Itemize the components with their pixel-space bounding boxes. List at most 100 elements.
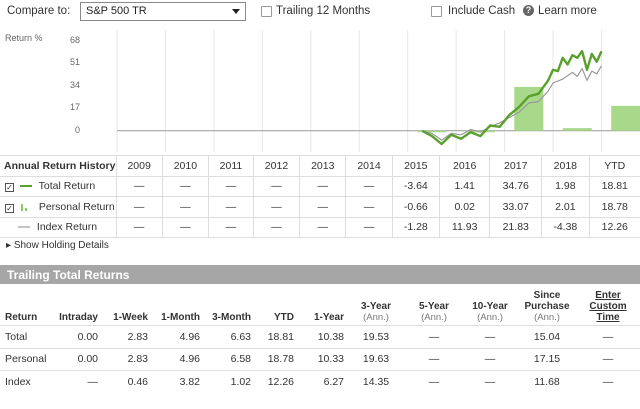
ttr-col-header: YTD <box>274 312 294 323</box>
chevron-down-icon <box>232 9 240 14</box>
arh-cell: — <box>208 216 254 238</box>
question-icon[interactable]: ? <box>523 5 534 16</box>
ttr-cell: 2.83 <box>100 325 150 348</box>
ttr-col-header-sub: (Ann.) <box>477 312 503 323</box>
ttr-cell: 0.00 <box>54 347 100 371</box>
arh-year: 2011 <box>208 155 254 176</box>
toolbar: Compare to: S&P 500 TR Trailing 12 Month… <box>0 0 640 24</box>
enter-custom-time-link[interactable]: Enter Custom Time <box>589 290 627 323</box>
y-tick-label: 34 <box>69 79 80 90</box>
trailing-total-returns-table: Return Intraday 1-Week 1-Month 3-Month Y… <box>0 290 640 393</box>
arh-cell: 21.83 <box>489 216 543 238</box>
arh-year: 2010 <box>162 155 210 176</box>
arh-cell: — <box>116 196 163 217</box>
ttr-col-header: Since Purchase (Ann.) <box>518 290 576 326</box>
arh-year: 2014 <box>345 155 393 176</box>
ttr-col-header: 1-Week <box>113 312 148 323</box>
trailing-12-months-checkbox[interactable] <box>261 6 272 17</box>
ttr-col-header: Intraday <box>59 312 98 323</box>
arh-cell: — <box>253 196 301 217</box>
arh-cell: 1.98 <box>541 175 590 197</box>
ttr-cell: 11.68 <box>518 370 576 393</box>
ttr-cell: 17.15 <box>518 347 576 371</box>
personal-return-bar <box>562 128 592 131</box>
show-holding-details-label: Show Holding Details <box>13 240 109 251</box>
ttr-row-personal: Personal 0.00 2.83 4.96 6.58 18.78 10.33… <box>0 347 640 371</box>
compare-select-value: S&P 500 TR <box>86 5 147 17</box>
ttr-col-header: 1-Year <box>313 312 344 323</box>
ttr-cell: 0.00 <box>54 325 100 348</box>
personal-return-bar <box>611 105 640 131</box>
arh-cell: — <box>162 175 210 197</box>
arh-row-label: ✓ Total Return <box>0 175 117 197</box>
annual-return-history-table: Annual Return History 2009 2010 2011 201… <box>0 155 640 238</box>
triangle-right-icon: ▸ <box>6 240 12 251</box>
arh-year: 2016 <box>439 155 491 176</box>
ttr-cell: — <box>576 347 640 371</box>
y-tick-label: 0 <box>74 124 80 135</box>
arh-year: 2012 <box>253 155 301 176</box>
y-tick-label: 51 <box>69 57 80 68</box>
ttr-row-label: Index <box>0 370 54 393</box>
ttr-cell: — <box>576 370 640 393</box>
trailing-total-returns-header: Trailing Total Returns <box>0 265 640 284</box>
show-holding-details-toggle[interactable]: ▸ Show Holding Details <box>6 240 109 251</box>
ttr-col-header-sub: (Ann.) <box>421 312 447 323</box>
ttr-row-label: Total <box>0 325 54 348</box>
trailing-12-months-label: Trailing 12 Months <box>276 5 371 17</box>
ttr-cell: 2.83 <box>100 347 150 371</box>
ttr-cell: — <box>406 347 462 371</box>
arh-cell: — <box>299 216 347 238</box>
total-return-checkbox[interactable]: ✓ <box>5 183 14 193</box>
include-cash-checkbox[interactable] <box>431 6 442 17</box>
ttr-col-header: Return <box>5 312 38 323</box>
y-axis-label: Return % <box>5 33 43 43</box>
ttr-cell: — <box>406 370 462 393</box>
arh-year: YTD <box>589 155 640 176</box>
arh-year: 2009 <box>116 155 163 176</box>
ttr-col-header-sub: (Ann.) <box>534 312 560 323</box>
arh-year: 2013 <box>299 155 347 176</box>
personal-return-label: Personal Return <box>38 200 115 213</box>
ttr-row-label: Personal <box>0 347 54 371</box>
ttr-cell: 6.27 <box>296 370 346 393</box>
ttr-cell: 4.96 <box>150 347 202 371</box>
ttr-row-total: Total 0.00 2.83 4.96 6.63 18.81 10.38 19… <box>0 325 640 348</box>
arh-cell: 0.02 <box>439 196 491 217</box>
arh-cell: — <box>299 196 347 217</box>
ttr-cell: 4.96 <box>150 325 202 348</box>
ttr-cell: 6.63 <box>202 325 253 348</box>
arh-cell: 18.78 <box>589 196 640 217</box>
ttr-cell: 10.33 <box>296 347 346 371</box>
arh-row-personal: ✓ Personal Return — — — — — — -0.66 0.02… <box>0 196 640 217</box>
arh-cell: 18.81 <box>589 175 640 197</box>
ttr-cell: — <box>54 370 100 393</box>
ttr-cell: 18.81 <box>253 325 296 348</box>
arh-row-index: Index Return — — — — — — -1.28 11.93 21.… <box>0 216 640 238</box>
ttr-row-index: Index — 0.46 3.82 1.02 12.26 6.27 14.35 … <box>0 370 640 393</box>
ttr-header-row: Return Intraday 1-Week 1-Month 3-Month Y… <box>0 290 640 326</box>
index-return-label: Index Return <box>36 221 98 234</box>
arh-cell: -1.28 <box>392 216 441 238</box>
ttr-cell: 12.26 <box>253 370 296 393</box>
arh-cell: — <box>299 175 347 197</box>
arh-cell: — <box>345 175 393 197</box>
ttr-cell: 15.04 <box>518 325 576 348</box>
ttr-cell: — <box>462 370 518 393</box>
ttr-col-header: 1-Month <box>161 312 200 323</box>
personal-return-checkbox[interactable]: ✓ <box>5 203 14 213</box>
learn-more-link[interactable]: Learn more <box>538 5 597 17</box>
arh-cell: — <box>208 175 254 197</box>
ttr-col-header-main: 5-Year <box>418 301 450 312</box>
arh-year: 2015 <box>392 155 441 176</box>
arh-cell: — <box>345 196 393 217</box>
compare-select[interactable]: S&P 500 TR <box>80 2 246 21</box>
ttr-cell: 19.53 <box>346 325 406 348</box>
ttr-cell: 10.38 <box>296 325 346 348</box>
arh-cell: 34.76 <box>489 175 543 197</box>
ttr-cell: 0.46 <box>100 370 150 393</box>
arh-cell: — <box>162 216 210 238</box>
total-return-line <box>421 50 603 146</box>
ttr-col-header: 10-Year (Ann.) <box>462 290 518 326</box>
personal-return-bar <box>417 130 447 133</box>
